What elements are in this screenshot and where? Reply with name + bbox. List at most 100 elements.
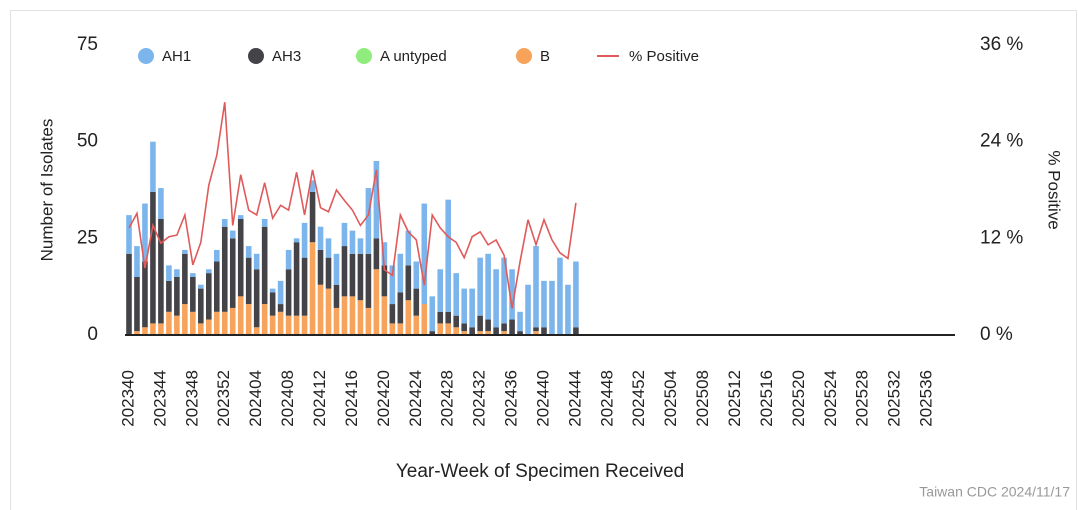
bar-segment <box>269 292 276 316</box>
bar-segment <box>229 230 236 239</box>
bar-segment <box>365 307 372 335</box>
bar-segment <box>477 331 483 335</box>
bar-segment <box>573 261 579 328</box>
bar-segment <box>142 327 148 335</box>
bar-segment <box>509 269 515 320</box>
bar-segment <box>525 284 531 335</box>
bar-segment <box>213 311 220 335</box>
x-tick-label: 202440 <box>533 370 552 427</box>
bar-segment <box>485 331 491 335</box>
bar-segment <box>549 280 555 335</box>
bar-segment <box>333 253 340 285</box>
legend-symbol[interactable] <box>248 48 264 64</box>
bar-segment <box>229 307 236 335</box>
bar-segment <box>237 296 244 335</box>
bar-segment <box>565 284 571 335</box>
legend-label[interactable]: AH1 <box>162 48 191 65</box>
bar-segment <box>493 327 499 335</box>
bar-segment <box>325 238 332 258</box>
x-tick-label: 202424 <box>406 370 425 427</box>
bar-segment <box>573 327 579 335</box>
bar-segment <box>293 242 300 316</box>
bar-segment <box>405 230 412 266</box>
bar-segment <box>182 249 188 254</box>
legend-symbol[interactable] <box>356 48 372 64</box>
bar-segment <box>206 319 212 335</box>
bar-segment <box>485 253 491 320</box>
bar-segment <box>190 311 196 335</box>
bar-segment <box>413 315 420 335</box>
bar-segment <box>501 323 507 332</box>
bar-segment <box>341 296 348 335</box>
bar-segment <box>182 304 188 335</box>
bar-segment <box>437 311 444 324</box>
legend-label[interactable]: AH3 <box>272 48 301 65</box>
x-tick-label: 202408 <box>278 370 297 427</box>
bar-segment <box>237 215 244 219</box>
bar-segment <box>349 253 356 297</box>
bar-segment <box>541 327 547 335</box>
x-tick-label: 202352 <box>214 370 233 427</box>
bar-segment <box>182 253 188 305</box>
bar-segment <box>317 226 324 250</box>
bar-segment <box>190 277 196 312</box>
bar-segment <box>413 261 420 289</box>
bar-segment <box>261 226 268 305</box>
bar-segment <box>245 246 252 258</box>
bar-segment <box>485 319 491 332</box>
bar-segment <box>429 296 436 332</box>
bar-segment <box>509 319 515 335</box>
bar-segment <box>150 323 156 335</box>
bar-segment <box>198 284 204 289</box>
bar-segment <box>421 203 428 305</box>
bar-segment <box>429 331 436 335</box>
bar-segment <box>293 238 300 243</box>
bar-segment <box>373 269 380 335</box>
x-tick-label: 202524 <box>821 370 840 427</box>
bar-segment <box>389 323 396 335</box>
bar-segment <box>213 249 220 262</box>
bar-segment <box>190 273 196 277</box>
line-series <box>128 102 577 309</box>
bar-segment <box>221 226 228 312</box>
x-tick-label: 202520 <box>789 370 808 427</box>
bar-segment <box>221 311 228 335</box>
bar-segment <box>445 323 452 335</box>
bar-segment <box>461 323 467 332</box>
legend-symbol[interactable] <box>516 48 532 64</box>
legend-label[interactable]: % Positive <box>629 48 699 65</box>
bar-segment <box>269 315 276 335</box>
bar-segment <box>158 188 164 219</box>
bar-segment <box>285 249 292 270</box>
bar-segment <box>229 238 236 308</box>
bar-segment <box>158 219 164 324</box>
bar-segment <box>533 327 539 332</box>
bar-segment <box>277 311 284 335</box>
bar-segment <box>437 323 444 335</box>
x-tick-label: 202412 <box>310 370 329 427</box>
y2-axis-title: % Positive <box>1045 150 1064 229</box>
bar-segment <box>253 253 260 270</box>
bar-segment <box>397 292 404 324</box>
legend-symbol[interactable] <box>138 48 154 64</box>
x-tick-label: 202528 <box>853 370 872 427</box>
bar-segment <box>365 253 372 308</box>
bar-segment <box>245 257 252 305</box>
x-tick-label: 202436 <box>502 370 521 427</box>
legend-label[interactable]: B <box>540 48 550 65</box>
bar-segment <box>317 284 324 335</box>
bar-segment <box>389 304 396 324</box>
bar-segment <box>373 238 380 270</box>
legend-label[interactable]: A untyped <box>380 48 447 65</box>
bar-segment <box>413 288 420 316</box>
bar-segment <box>253 327 260 335</box>
bar-segment <box>261 304 268 335</box>
x-tick-label: 202452 <box>629 370 648 427</box>
bar-segment <box>533 331 539 335</box>
bar-segment <box>405 265 412 301</box>
bar-segment <box>389 265 396 305</box>
bar-segment <box>198 323 204 335</box>
bar-segment <box>285 269 292 316</box>
bar-segment <box>333 284 340 308</box>
x-tick-label: 202432 <box>470 370 489 427</box>
